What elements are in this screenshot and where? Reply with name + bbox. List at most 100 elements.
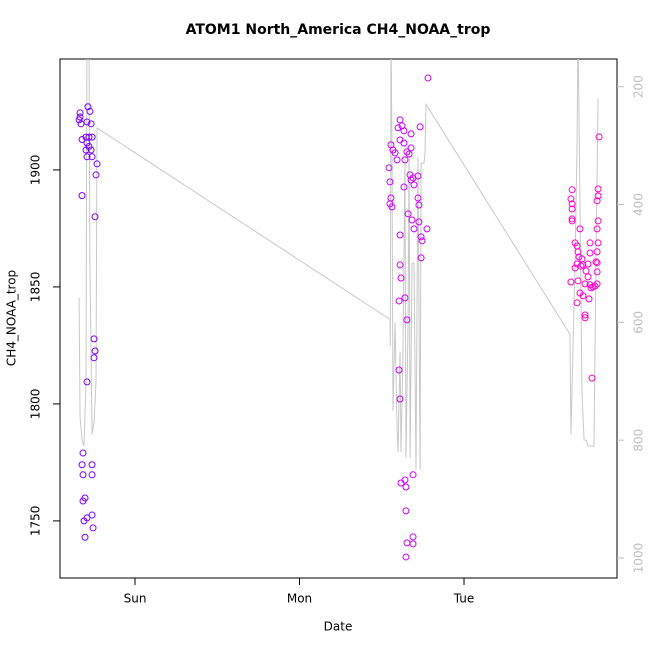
point	[584, 273, 592, 281]
point	[396, 116, 404, 124]
point	[401, 294, 409, 302]
point	[396, 395, 404, 403]
point	[88, 461, 96, 469]
point	[86, 107, 94, 115]
point	[396, 136, 404, 144]
point	[83, 378, 91, 386]
y-tick-label: 1750	[29, 506, 43, 537]
point	[83, 139, 91, 147]
point	[91, 347, 99, 355]
point	[568, 186, 576, 194]
point	[409, 540, 417, 548]
point	[403, 539, 411, 547]
chart-title: ATOM1 North_America CH4_NOAA_trop	[186, 22, 491, 38]
y2-tick-label: 600	[632, 311, 646, 334]
point	[78, 135, 86, 143]
y2-tick-label: 400	[632, 193, 646, 216]
point	[402, 483, 410, 491]
point	[567, 195, 575, 203]
point	[414, 194, 422, 202]
point	[584, 260, 592, 268]
point	[92, 171, 100, 179]
point	[404, 210, 412, 218]
point	[410, 181, 418, 189]
point	[409, 533, 417, 541]
plot-area	[75, 59, 603, 561]
point	[400, 127, 408, 135]
point	[402, 507, 410, 515]
point	[79, 449, 87, 457]
point	[568, 217, 576, 225]
y2-tick-label: 1000	[632, 543, 646, 574]
point	[90, 354, 98, 362]
point	[582, 267, 590, 275]
point	[393, 156, 401, 164]
point	[593, 268, 601, 276]
point	[78, 192, 86, 200]
point	[385, 164, 393, 172]
point	[594, 192, 602, 200]
point	[407, 130, 415, 138]
point	[593, 259, 601, 267]
point	[84, 103, 92, 111]
point	[593, 248, 601, 256]
point	[93, 160, 101, 168]
x-tick-label: Mon	[287, 592, 312, 606]
point	[402, 553, 410, 561]
point	[400, 183, 408, 191]
y-axis-label: CH4_NOAA_trop	[5, 270, 19, 366]
point	[81, 533, 89, 541]
point	[415, 201, 423, 209]
point	[594, 185, 602, 193]
point	[403, 316, 411, 324]
point	[401, 476, 409, 484]
point	[591, 282, 599, 290]
point	[576, 225, 584, 233]
point	[568, 205, 576, 213]
point	[410, 225, 418, 233]
point	[417, 254, 425, 262]
point	[88, 471, 96, 479]
point	[87, 146, 95, 154]
point	[574, 248, 582, 256]
point	[595, 133, 603, 141]
point	[586, 249, 594, 257]
point	[407, 176, 415, 184]
point	[395, 366, 403, 374]
point	[386, 178, 394, 186]
point	[82, 146, 90, 154]
point	[76, 109, 84, 117]
point	[593, 197, 601, 205]
point	[581, 280, 589, 288]
x-axis-label: Date	[324, 620, 353, 634]
point	[574, 277, 582, 285]
point	[397, 274, 405, 282]
point	[75, 116, 83, 124]
point	[80, 517, 88, 525]
y-tick-label: 1900	[29, 155, 43, 186]
y-tick-label: 1800	[29, 389, 43, 420]
point	[418, 237, 426, 245]
point	[417, 233, 425, 241]
x-tick-label: Sun	[124, 592, 147, 606]
point	[90, 335, 98, 343]
point	[396, 231, 404, 239]
x-tick-label: Tue	[453, 592, 475, 606]
point	[403, 148, 411, 156]
point	[567, 278, 575, 286]
point	[83, 118, 91, 126]
point	[83, 153, 91, 161]
y-tick-label: 1850	[29, 272, 43, 303]
point	[408, 216, 416, 224]
point	[568, 215, 576, 223]
point	[388, 203, 396, 211]
point	[91, 213, 99, 221]
point	[414, 172, 422, 180]
line-series	[78, 59, 599, 470]
plot-frame	[59, 58, 618, 579]
point	[586, 239, 594, 247]
point	[401, 156, 409, 164]
point	[579, 292, 587, 300]
point	[88, 511, 96, 519]
